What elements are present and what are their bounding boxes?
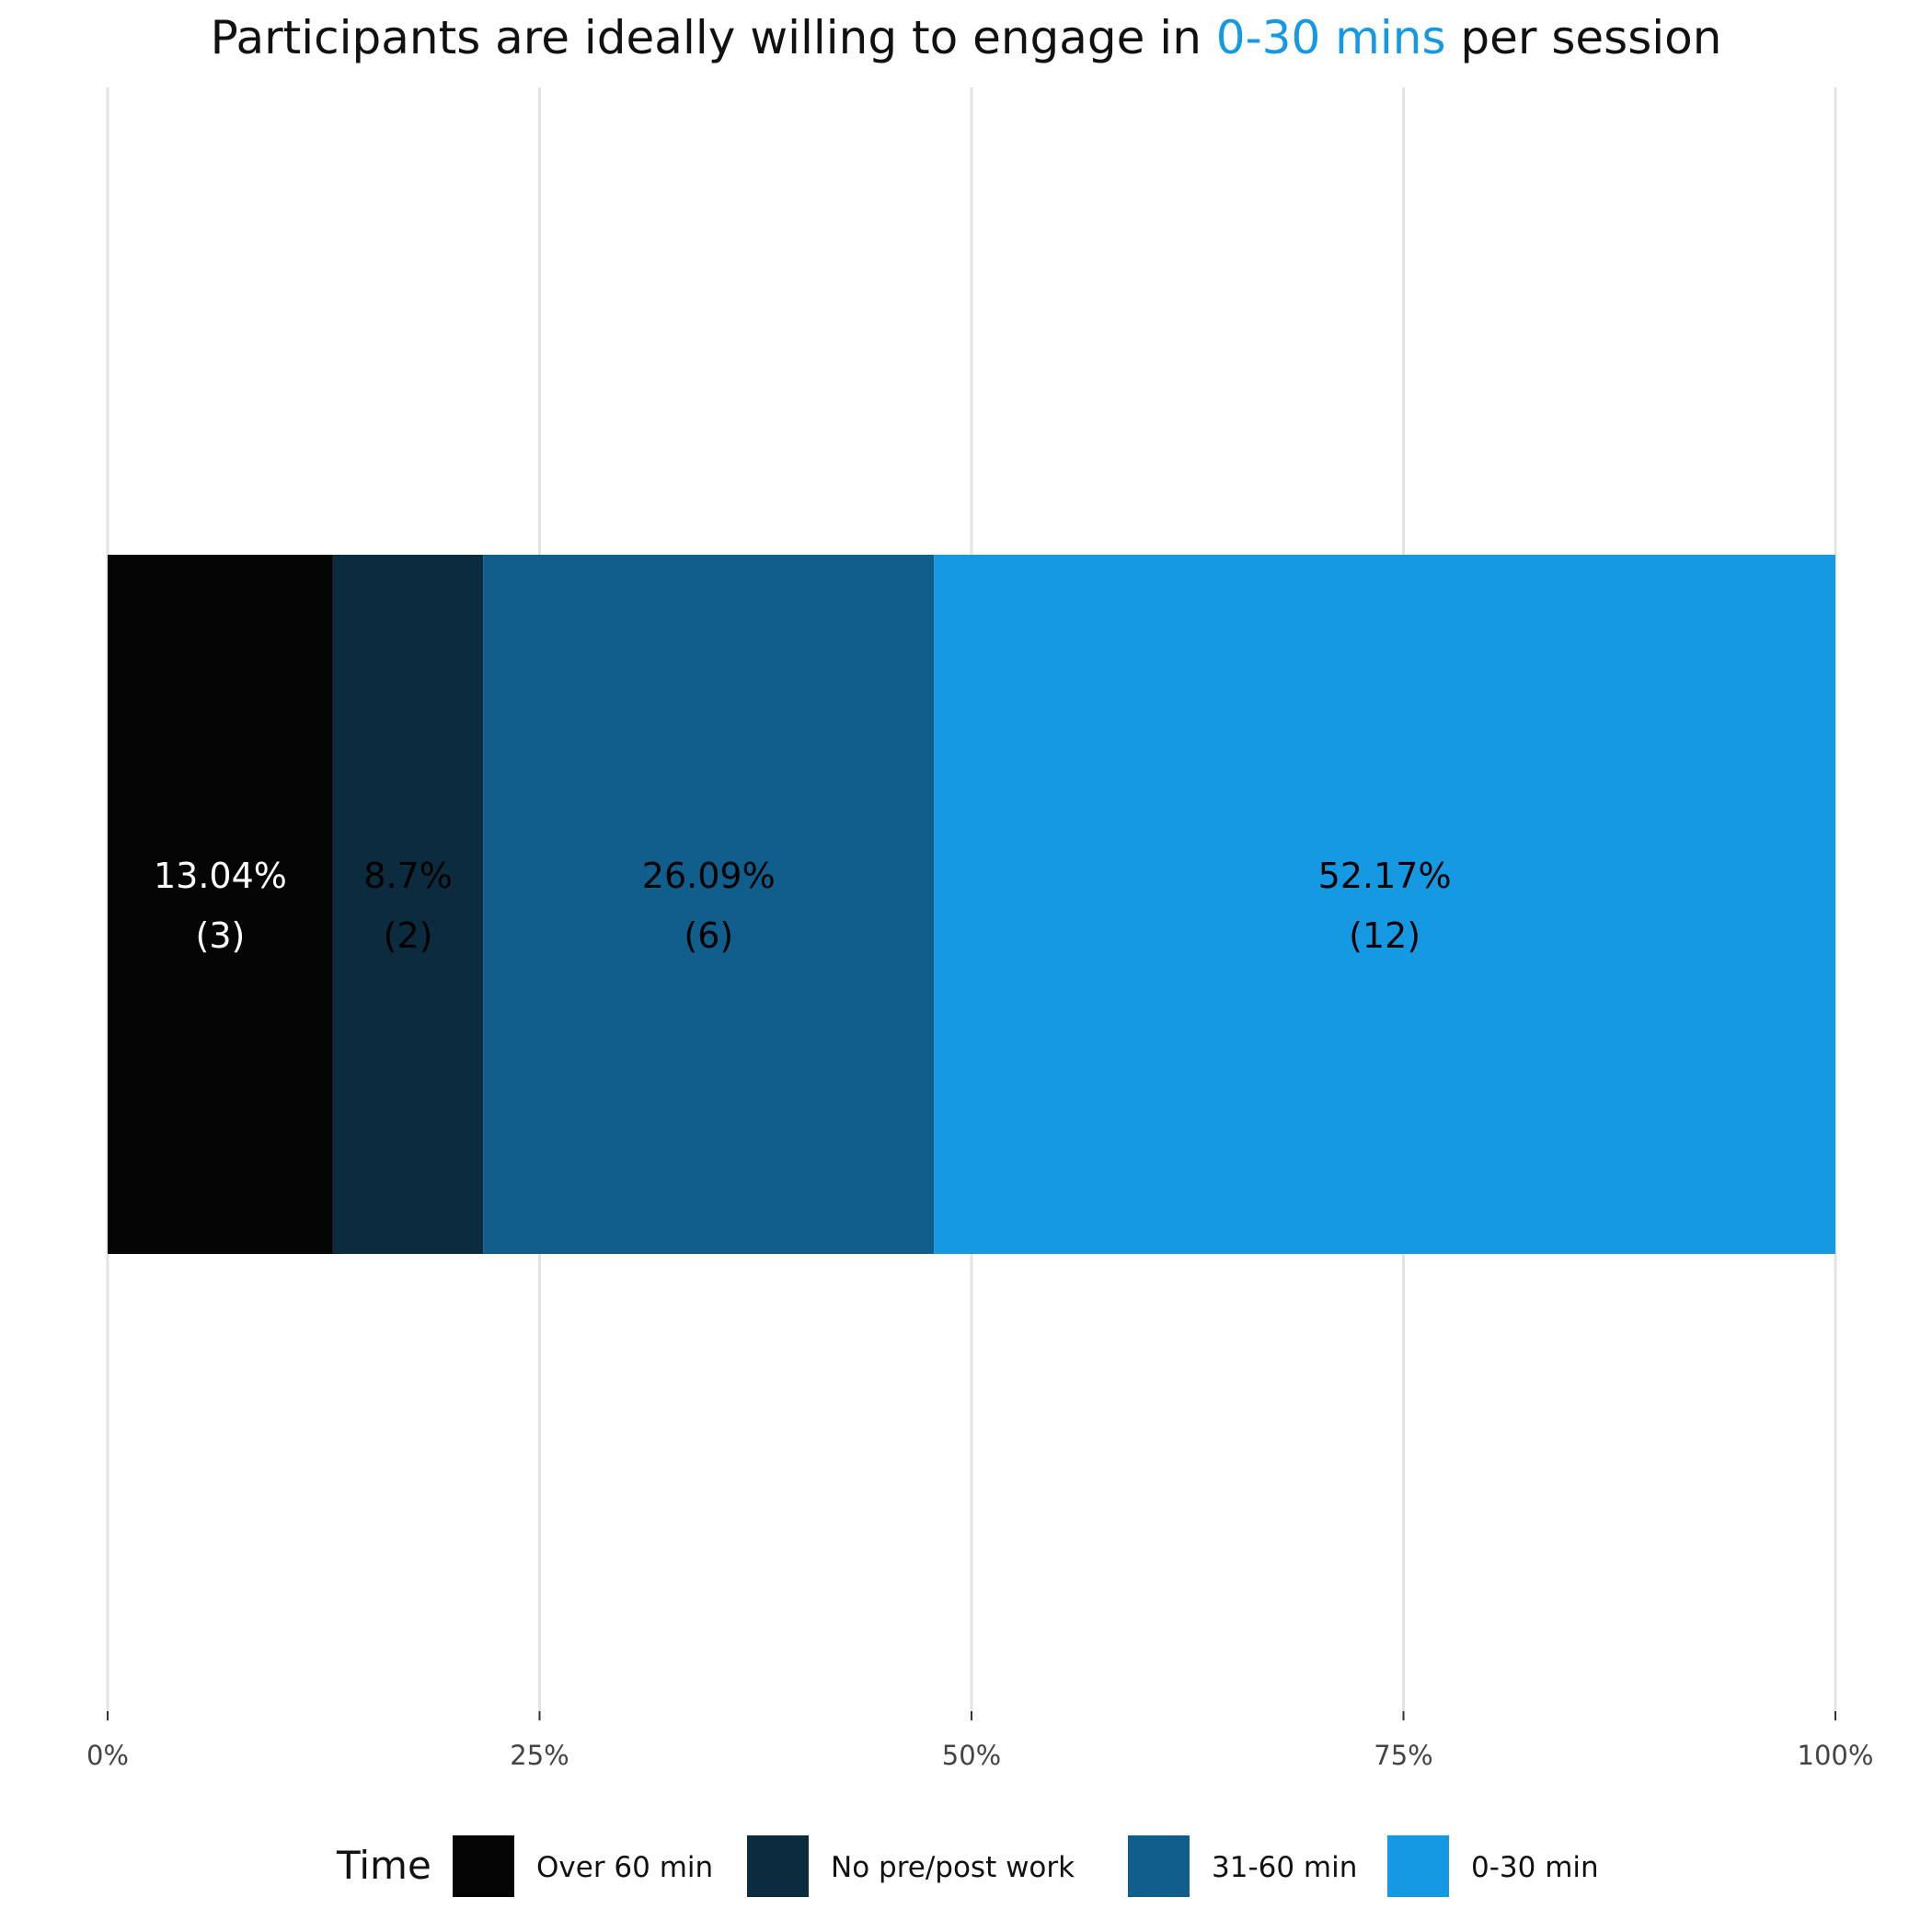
chart-title-suffix: per session	[1446, 11, 1722, 64]
legend-swatch	[1387, 1835, 1449, 1897]
bar-segment	[108, 555, 333, 1254]
legend-title: Time	[336, 1843, 431, 1888]
bar-label-count: (6)	[684, 915, 733, 956]
bar-labels: 13.04% (3) 8.7% (2) 26.09% (6) 52.17% (12)	[154, 856, 1452, 956]
legend: Time Over 60 min No pre/post work 31-60 mi…	[336, 1835, 1599, 1897]
x-tick-label: 25%	[510, 1740, 569, 1771]
x-tick-label: 100%	[1798, 1740, 1874, 1771]
chart-title-highlight: 0-30 mins	[1216, 11, 1446, 64]
bar-label-count: (12)	[1349, 915, 1420, 956]
legend-swatch	[747, 1835, 809, 1897]
bar-label-percent: 8.7%	[363, 856, 453, 896]
x-tick-label: 50%	[942, 1740, 1001, 1771]
stacked-bar	[108, 555, 1835, 1254]
bar-label-percent: 26.09%	[642, 856, 776, 896]
legend-swatch	[1128, 1835, 1190, 1897]
x-tick-label: 75%	[1374, 1740, 1432, 1771]
bar-segment	[332, 555, 484, 1254]
bar-segment	[483, 555, 935, 1254]
x-tick-label: 0%	[86, 1740, 129, 1771]
legend-label: Over 60 min	[536, 1851, 713, 1884]
chart-title-prefix: Participants are ideally willing to enga…	[211, 11, 1216, 64]
legend-label: 31-60 min	[1212, 1851, 1357, 1884]
bar-label-percent: 52.17%	[1318, 856, 1452, 896]
bar-label-percent: 13.04%	[154, 856, 287, 896]
bar-label-count: (2)	[384, 915, 433, 956]
bar-label-count: (3)	[196, 915, 246, 956]
legend-swatch	[453, 1835, 514, 1897]
legend-label: 0-30 min	[1471, 1851, 1599, 1884]
x-axis: 0% 25% 50% 75% 100%	[86, 1711, 1873, 1771]
legend-label: No pre/post work	[831, 1851, 1075, 1884]
bar-segment	[934, 555, 1835, 1254]
chart-title: Participants are ideally willing to enga…	[211, 11, 1722, 64]
